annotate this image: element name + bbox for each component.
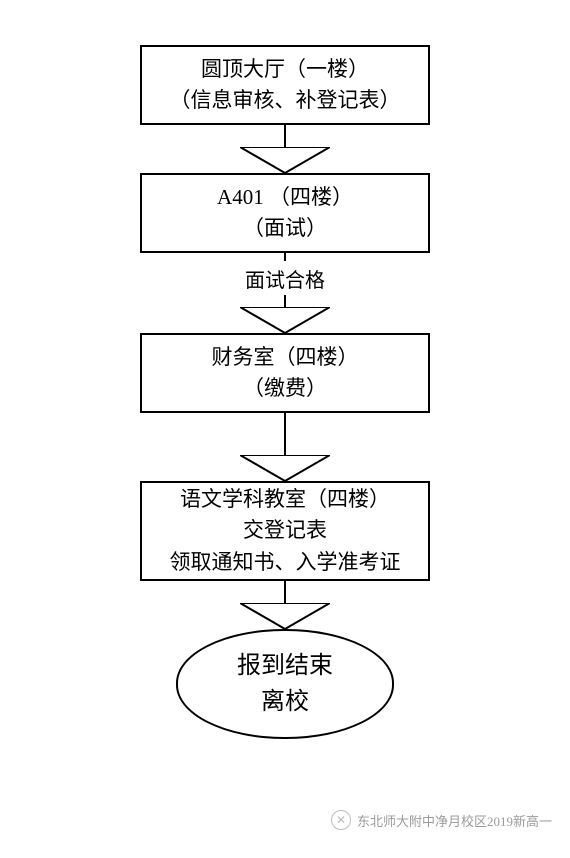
flow-node-line: 交登记表 [243, 515, 327, 547]
flowchart-container: 圆顶大厅（一楼）（信息审核、补登记表） A401 （四楼）（面试） 面试合格财务室（… [0, 0, 570, 739]
arrow-head-icon [240, 455, 330, 481]
watermark-text: 东北师大附中净月校区2019新高一 [357, 811, 552, 830]
flow-step: 财务室（四楼）（缴费） [140, 333, 430, 413]
flow-node-line: （信息审核、补登记表） [170, 85, 401, 117]
flow-step: A401 （四楼）（面试） [140, 173, 430, 253]
flow-node-line: 领取通知书、入学准考证 [170, 547, 401, 579]
flow-edge-label: 面试合格 [245, 264, 325, 293]
flow-step: 圆顶大厅（一楼）（信息审核、补登记表） [140, 45, 430, 125]
arrow-head-icon [240, 307, 330, 333]
flow-arrow: 面试合格 [240, 253, 330, 333]
flow-arrow [240, 581, 330, 629]
flow-node-line: 财务室（四楼） [212, 342, 359, 374]
flow-node-line: （缴费） [243, 373, 327, 405]
flow-node-line: （面试） [243, 213, 327, 245]
watermark-close-icon: ✕ [331, 810, 351, 830]
flow-arrow [240, 413, 330, 481]
flow-node-line: A401 （四楼） [217, 182, 353, 214]
flow-step: 语文学科教室（四楼）交登记表领取通知书、入学准考证 [140, 481, 430, 581]
flow-node-line: 语文学科教室（四楼） [180, 484, 390, 516]
flow-node-line: 报到结束 [237, 648, 333, 684]
flow-node-line: 圆顶大厅（一楼） [201, 54, 369, 86]
arrow-head-icon [240, 603, 330, 629]
flow-arrow [240, 125, 330, 173]
watermark: ✕ 东北师大附中净月校区2019新高一 [331, 810, 552, 830]
arrow-head-icon [240, 147, 330, 173]
flow-node-line: 离校 [261, 684, 309, 720]
flow-terminal: 报到结束离校 [176, 629, 394, 739]
